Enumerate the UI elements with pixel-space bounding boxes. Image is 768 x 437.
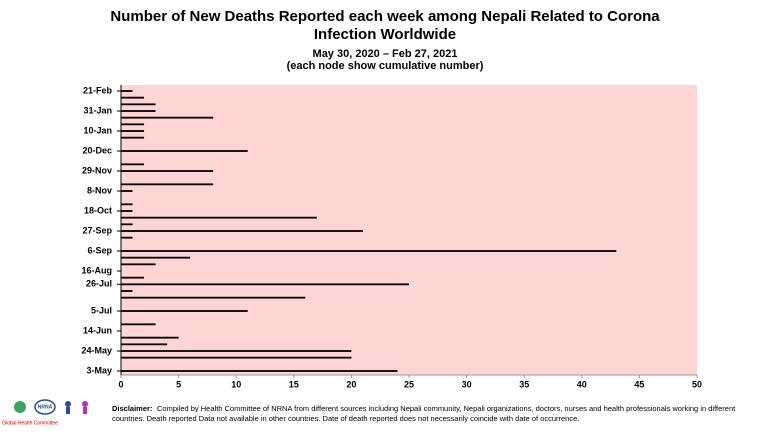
x-tick-label: 15	[289, 379, 299, 389]
bar	[121, 183, 214, 186]
logo-icon	[14, 401, 26, 413]
y-tick-label: 31-Jan	[83, 105, 112, 115]
bar	[121, 223, 133, 226]
y-tick-label: 16-Aug	[81, 265, 112, 275]
chart-subtitle: May 30, 2020 – Feb 27, 2021	[313, 48, 458, 60]
y-tick-label: 29-Nov	[82, 165, 112, 175]
bar	[121, 283, 409, 286]
bar	[121, 276, 145, 279]
logo-text: NRNA	[38, 404, 53, 410]
bar	[121, 136, 145, 139]
x-tick-label: 25	[404, 379, 414, 389]
bar	[121, 203, 133, 206]
bar	[121, 350, 352, 352]
y-tick-label: 26-Jul	[86, 279, 112, 289]
x-tick-label: 35	[519, 379, 529, 389]
bar	[121, 210, 133, 212]
y-tick-label: 24-May	[81, 345, 112, 355]
logo-icon	[83, 407, 87, 414]
bar	[121, 343, 168, 346]
logo-icon	[66, 407, 70, 414]
y-tick-label: 14-Jun	[83, 325, 112, 335]
y-tick-label: 3-May	[86, 365, 112, 375]
bar	[121, 90, 133, 92]
chart-title: Number of New Deaths Reported each week …	[110, 8, 660, 25]
x-tick-label: 10	[231, 379, 241, 389]
bar	[121, 116, 214, 119]
y-tick-label: 8-Nov	[87, 185, 112, 195]
y-tick-label: 21-Feb	[83, 85, 113, 95]
x-tick-label: 40	[577, 379, 587, 389]
bar	[121, 123, 145, 126]
x-tick-label: 45	[634, 379, 644, 389]
bar	[121, 103, 156, 106]
bar	[121, 256, 191, 259]
bar	[121, 323, 156, 326]
bar	[121, 310, 248, 312]
logo-icon	[34, 399, 56, 415]
logo-caption: Global Health Committee	[2, 420, 58, 426]
x-tick-label: 20	[346, 379, 356, 389]
x-tick-label: 50	[692, 379, 702, 389]
chart-title: Infection Worldwide	[314, 26, 456, 43]
bar	[121, 250, 617, 252]
bar	[121, 130, 145, 132]
y-tick-label: 18-Oct	[84, 205, 112, 215]
bar	[121, 150, 248, 152]
bar	[121, 190, 133, 192]
logo-icon	[65, 401, 71, 407]
bar	[121, 236, 133, 239]
x-tick-label: 0	[118, 379, 123, 389]
y-tick-label: 10-Jan	[83, 125, 112, 135]
disclaimer: Compiled by Health Committee of NRNA fro…	[157, 404, 736, 413]
bar	[121, 163, 145, 166]
logo: NRNA Global Health Committee	[2, 399, 88, 426]
x-tick-label: 30	[462, 379, 472, 389]
bar	[121, 216, 317, 219]
bar	[121, 356, 352, 359]
bar	[121, 370, 398, 372]
bar	[121, 170, 214, 172]
y-tick-label: 5-Jul	[91, 305, 112, 315]
y-tick-label: 27-Sep	[82, 225, 112, 235]
bar	[121, 290, 133, 292]
bar	[121, 336, 179, 339]
y-tick-label: 6-Sep	[87, 245, 112, 255]
logo-icon	[82, 401, 88, 407]
bar	[121, 263, 156, 266]
bar	[121, 296, 306, 299]
plot-area	[121, 85, 697, 375]
bar	[121, 230, 363, 232]
chart-subtitle: (each node show cumulative number)	[287, 60, 484, 72]
disclaimer: countries. Death reported Data not avail…	[112, 414, 579, 423]
y-tick-label: 20-Dec	[82, 145, 112, 155]
disclaimer-label: Disclaimer:	[112, 404, 152, 413]
bar	[121, 110, 156, 112]
x-tick-label: 5	[176, 379, 181, 389]
bar	[121, 96, 145, 99]
